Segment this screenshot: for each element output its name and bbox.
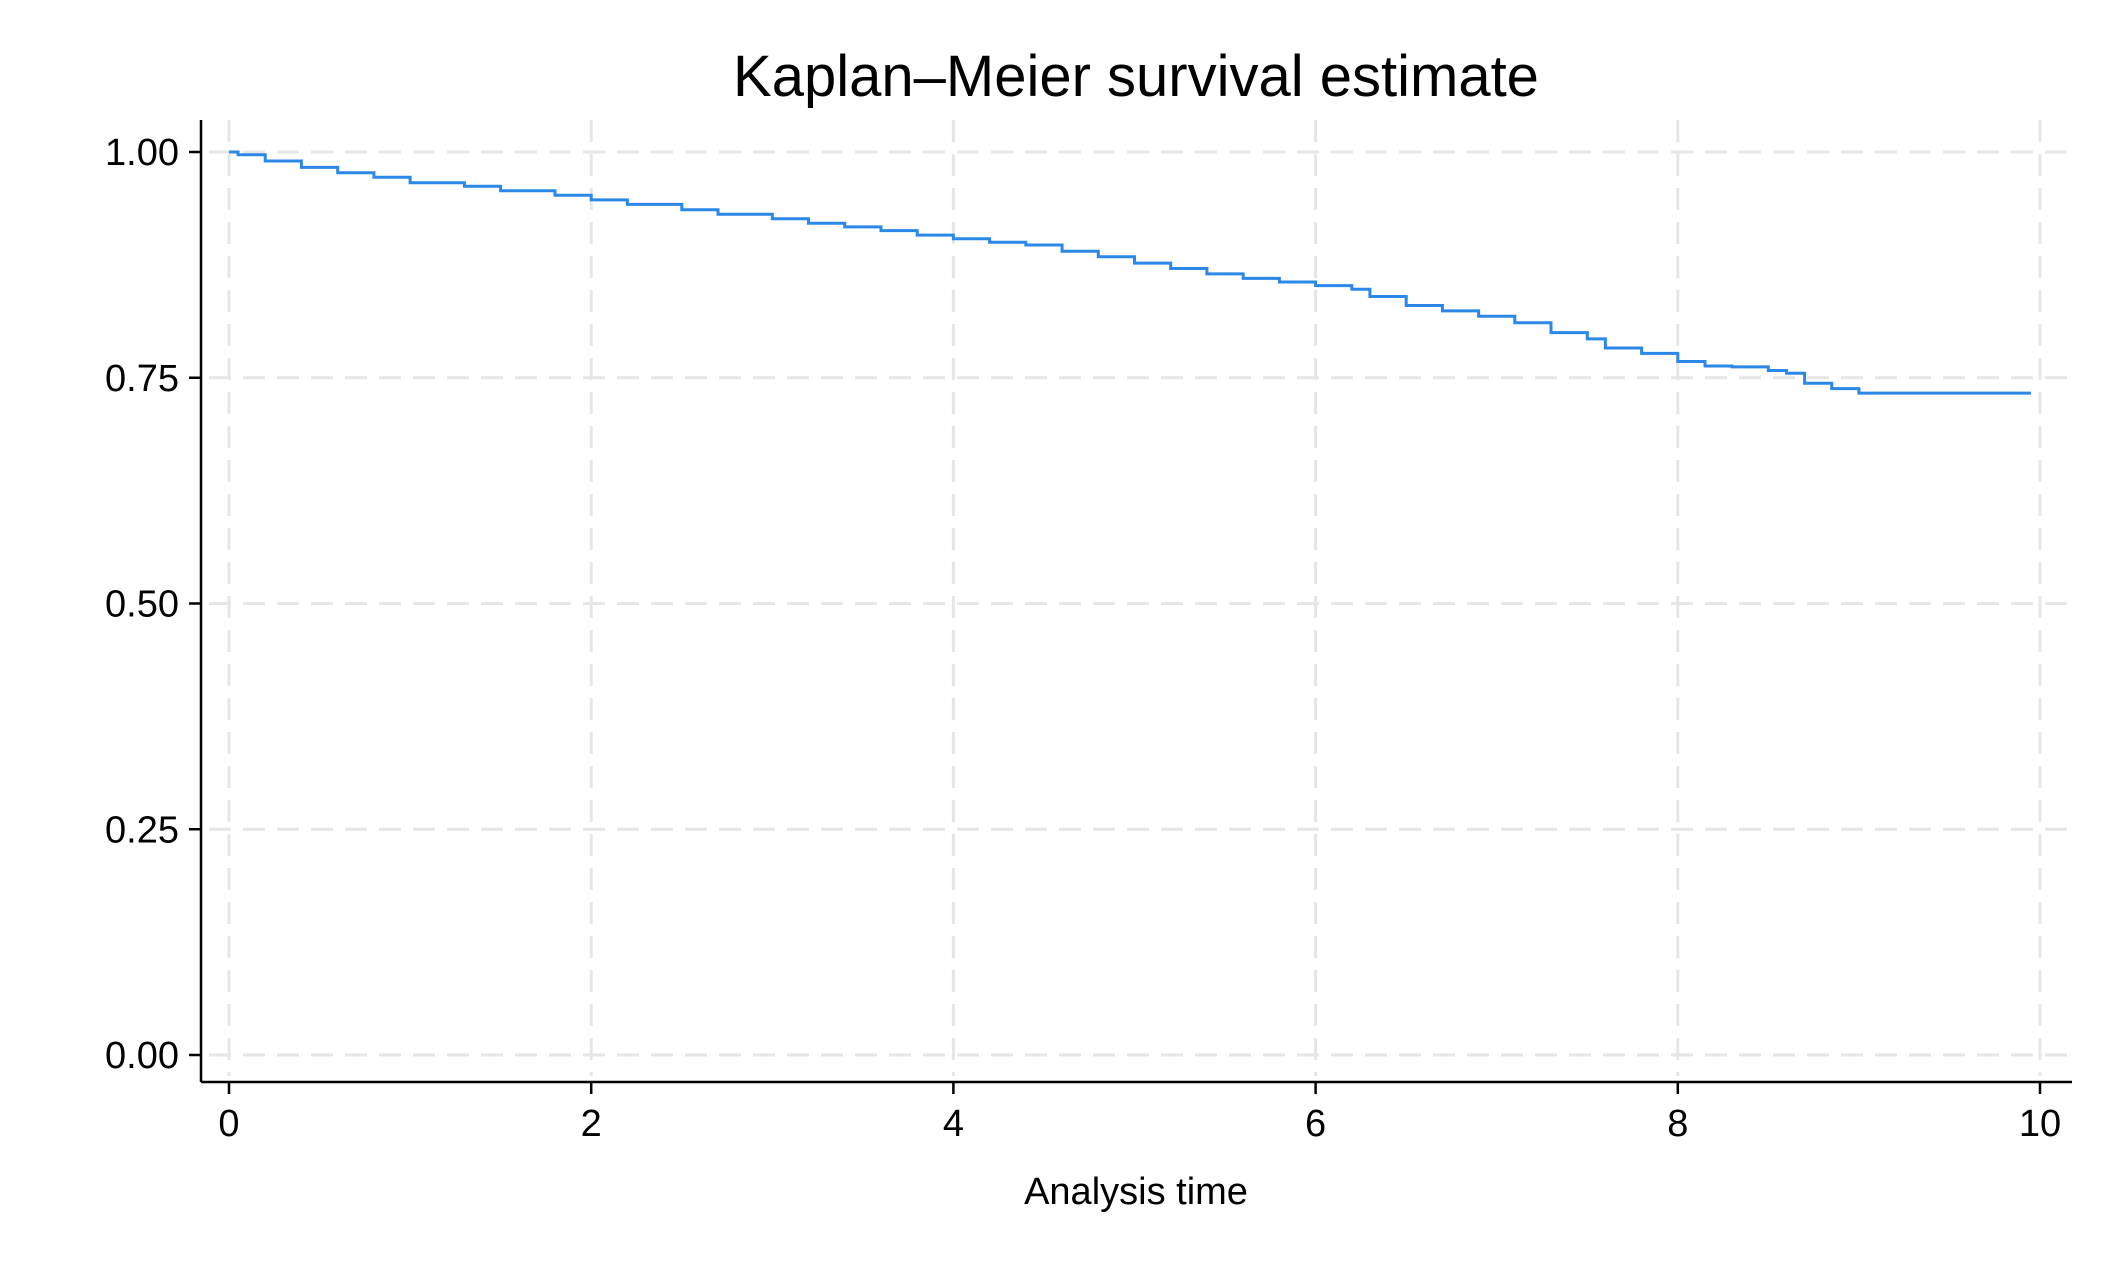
- y-tick-label: 0.50: [105, 584, 179, 626]
- series-layer: [229, 150, 2031, 395]
- tick-marks: 0.00 0.25 0.50 0.75 1.00 0 2 4 6 8 10: [105, 132, 2061, 1145]
- x-tick-label: 4: [943, 1103, 964, 1145]
- x-tick-label: 2: [581, 1103, 602, 1145]
- survival-curve: [229, 150, 2031, 395]
- y-tick-label: 0.00: [105, 1035, 179, 1077]
- x-tick-label: 8: [1667, 1103, 1688, 1145]
- y-tick-label: 1.00: [105, 132, 179, 174]
- x-tick-label: 6: [1305, 1103, 1326, 1145]
- axes: [199, 120, 2072, 1084]
- y-tick-label: 0.75: [105, 358, 179, 400]
- x-tick-label: 0: [218, 1103, 239, 1145]
- gridlines: [209, 120, 2072, 1076]
- y-tick-label: 0.25: [105, 809, 179, 851]
- chart-title: Kaplan–Meier survival estimate: [733, 44, 1539, 109]
- x-tick-label: 10: [2019, 1103, 2061, 1145]
- x-axis-label: Analysis time: [1024, 1171, 1248, 1213]
